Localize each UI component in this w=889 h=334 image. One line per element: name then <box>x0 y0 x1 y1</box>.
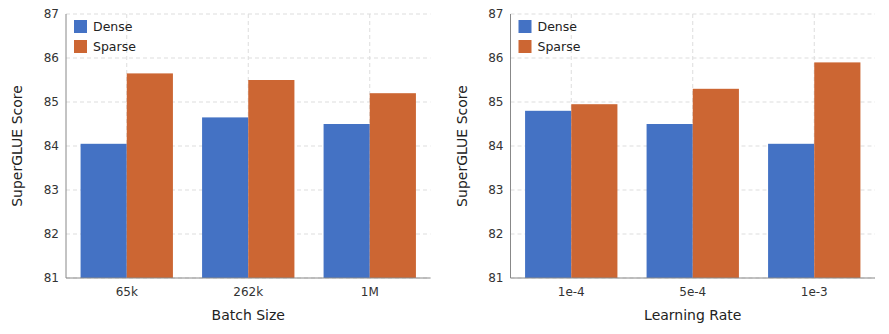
bar <box>127 73 173 278</box>
x-axis-line <box>511 278 876 279</box>
bars <box>525 62 860 278</box>
y-axis-line <box>66 14 67 278</box>
grid <box>66 14 431 278</box>
legend-label: Sparse <box>93 39 136 54</box>
bar <box>525 111 571 278</box>
x-tick-label: 1e-4 <box>558 285 585 299</box>
legend-label: Dense <box>538 19 578 34</box>
grid-line-y <box>511 278 876 279</box>
bar <box>768 144 814 278</box>
legend-swatch <box>74 40 87 53</box>
bar <box>693 89 739 278</box>
grid-line-y <box>66 278 431 279</box>
y-tick-label: 83 <box>488 183 503 197</box>
y-tick-label: 86 <box>44 51 59 65</box>
bar <box>571 104 617 278</box>
bars <box>81 73 416 278</box>
legend: Dense Sparse <box>519 19 581 54</box>
bar <box>647 124 693 278</box>
x-tick-label: 65k <box>116 285 138 299</box>
x-axis-line <box>66 278 431 279</box>
y-tick-label: 86 <box>488 51 503 65</box>
y-tick-label: 81 <box>44 271 59 285</box>
y-tick-label: 84 <box>488 139 503 153</box>
legend-swatch <box>74 20 87 33</box>
legend-swatch <box>519 40 532 53</box>
x-axis-label: Learning Rate <box>644 307 741 323</box>
panel: 81 82 83 84 85 86 87 1e-4 5e-4 1e-3 Learning Rate S… <box>454 7 876 324</box>
x-axis-label: Batch Size <box>212 307 285 323</box>
legend: Dense Sparse <box>74 19 136 54</box>
y-tick-label: 87 <box>488 7 503 21</box>
y-tick-label: 85 <box>488 95 503 109</box>
y-tick-label: 87 <box>44 7 59 21</box>
x-tick-label: 1M <box>361 285 379 299</box>
x-tick-label: 1e-3 <box>801 285 828 299</box>
bar <box>81 144 127 278</box>
y-tick-label: 85 <box>44 95 59 109</box>
bar <box>324 124 370 278</box>
panel: 81 82 83 84 85 86 87 65k 262k 1M Batch Size SuperGL… <box>9 7 431 324</box>
bar <box>248 80 294 278</box>
y-axis-label: SuperGLUE Score <box>454 85 470 207</box>
y-axis-label: SuperGLUE Score <box>9 85 25 207</box>
y-tick-label: 82 <box>44 227 59 241</box>
legend-swatch <box>519 20 532 33</box>
bar <box>814 62 860 278</box>
legend-label: Dense <box>93 19 133 34</box>
y-tick-label: 84 <box>44 139 59 153</box>
y-tick-label: 81 <box>488 271 503 285</box>
legend-label: Sparse <box>538 39 581 54</box>
bar <box>370 93 416 278</box>
y-tick-label: 83 <box>44 183 59 197</box>
y-tick-label: 82 <box>488 227 503 241</box>
x-tick-label: 262k <box>233 285 263 299</box>
grid <box>511 14 876 278</box>
bar <box>202 117 248 278</box>
x-tick-label: 5e-4 <box>679 285 706 299</box>
figure: 81 82 83 84 85 86 87 65k 262k 1M Batch Size SuperGL… <box>0 0 889 334</box>
y-axis-line <box>510 14 511 278</box>
